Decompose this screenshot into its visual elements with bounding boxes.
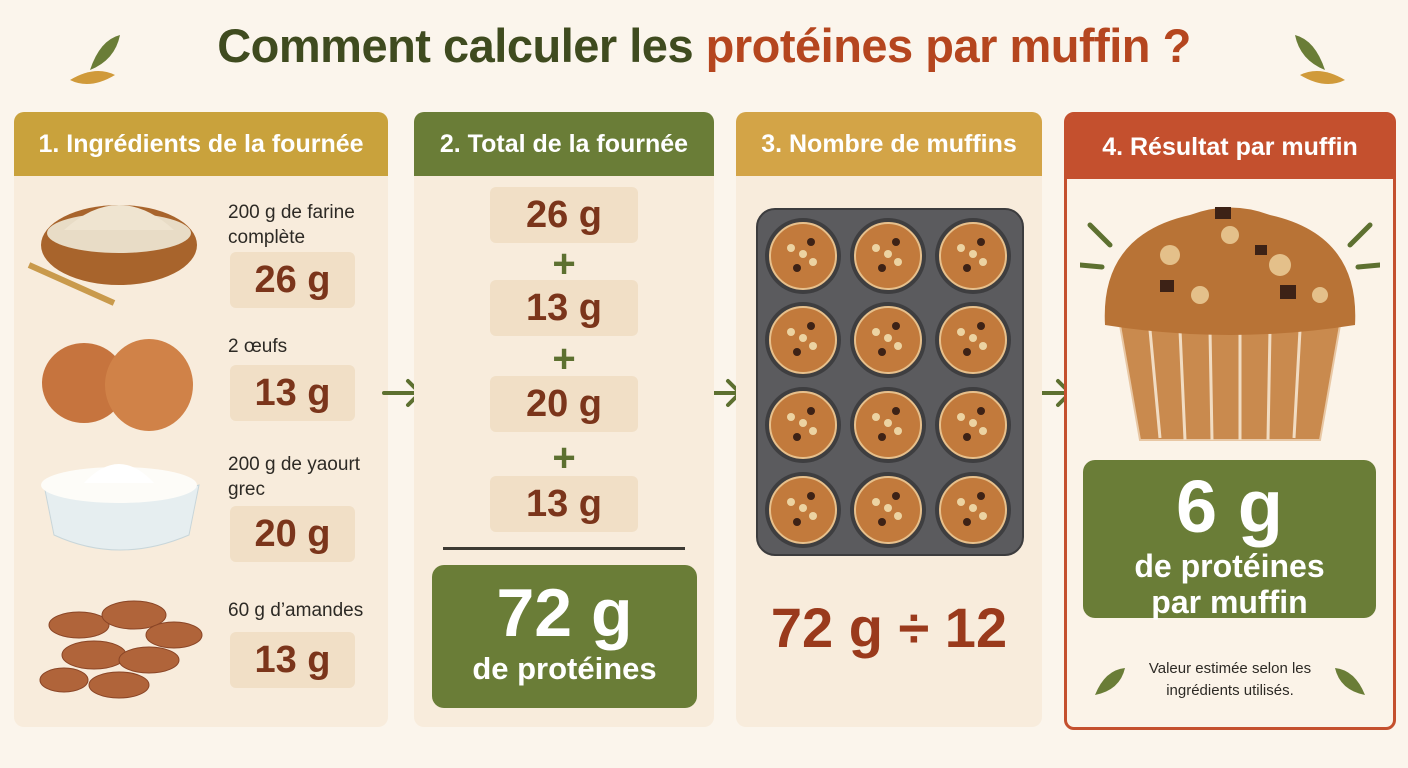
muffin — [787, 498, 795, 506]
muffin — [969, 334, 977, 342]
muffin — [807, 238, 815, 246]
muffin — [872, 498, 880, 506]
total-box: 72 g de protéines — [432, 565, 697, 708]
muffin — [957, 498, 965, 506]
muffin — [963, 518, 971, 526]
protein-value: 20 g — [230, 506, 355, 562]
ingredient-illustrations — [27, 205, 203, 699]
muffin — [977, 322, 985, 330]
muffin — [969, 250, 977, 258]
plus: + — [552, 436, 576, 480]
muffin — [878, 433, 886, 441]
term: 26 g — [490, 187, 638, 243]
result-caption: de protéines par muffin — [1134, 548, 1325, 620]
muffin — [979, 258, 987, 266]
muffin — [969, 419, 977, 427]
muffin — [977, 492, 985, 500]
muffin — [807, 407, 815, 415]
muffin — [793, 433, 801, 441]
leaf-deco — [1095, 668, 1365, 695]
muffin — [878, 348, 886, 356]
title-part: Comment calculer les — [217, 19, 694, 72]
muffin — [793, 518, 801, 526]
muffin — [977, 238, 985, 246]
muffin — [894, 258, 902, 266]
muffin — [807, 322, 815, 330]
muffin — [787, 328, 795, 336]
muffin — [872, 413, 880, 421]
ingredient-label: 2 œufs — [228, 336, 288, 357]
protein-value: 26 g — [230, 252, 355, 308]
ingredient-label: 200 g de farine complète — [228, 202, 355, 248]
muffin — [963, 264, 971, 272]
muffin — [894, 427, 902, 435]
ingredient-label: 200 g de yaourt grec — [228, 454, 361, 500]
muffin — [977, 407, 985, 415]
term: 20 g — [490, 376, 638, 432]
muffin — [878, 518, 886, 526]
total: 72 g — [496, 575, 633, 651]
muffin — [894, 512, 902, 520]
muffin — [872, 328, 880, 336]
term: 13 g — [490, 280, 638, 336]
muffin — [787, 244, 795, 252]
muffin — [894, 342, 902, 350]
protein-value: 13 g — [230, 632, 355, 688]
muffin — [809, 342, 817, 350]
muffin — [809, 512, 817, 520]
muffin — [809, 258, 817, 266]
panel-header: 3. Nombre de muffins — [736, 112, 1042, 176]
plus: + — [552, 337, 576, 381]
total-caption: de protéines — [472, 651, 657, 686]
muffin — [787, 413, 795, 421]
muffin — [799, 419, 807, 427]
muffin — [892, 407, 900, 415]
muffin — [969, 504, 977, 512]
muffin — [793, 264, 801, 272]
result: 6 g — [1176, 465, 1283, 548]
muffin — [979, 342, 987, 350]
muffin — [799, 250, 807, 258]
result-box: 6 g de protéines par muffin — [1083, 460, 1376, 620]
title: Comment calculer les protéines par muffi… — [0, 18, 1408, 73]
muffin — [963, 433, 971, 441]
muffin-illustration — [1080, 207, 1380, 441]
muffin — [872, 244, 880, 252]
muffin — [809, 427, 817, 435]
title-part: protéines par muffin ? — [705, 19, 1192, 72]
ingredient-label: 60 g d’amandes — [228, 600, 364, 621]
muffin — [892, 322, 900, 330]
muffin — [884, 334, 892, 342]
muffin — [793, 348, 801, 356]
muffin — [799, 504, 807, 512]
panel-header: 4. Résultat par muffin — [1067, 115, 1393, 179]
panel-header: 2. Total de la fournée — [414, 112, 714, 176]
plus: + — [552, 242, 576, 286]
muffin — [892, 492, 900, 500]
leaf-deco — [1295, 35, 1345, 84]
note: Valeur estimée selon les ingrédients uti… — [1148, 660, 1312, 699]
muffin — [957, 413, 965, 421]
muffin — [878, 264, 886, 272]
muffin — [884, 419, 892, 427]
protein-value: 13 g — [230, 365, 355, 421]
muffin — [963, 348, 971, 356]
muffin — [884, 250, 892, 258]
muffin — [979, 512, 987, 520]
muffin — [892, 238, 900, 246]
leaf-deco — [70, 35, 120, 84]
muffin — [799, 334, 807, 342]
muffin — [979, 427, 987, 435]
term: 13 g — [490, 476, 638, 532]
muffin-tray — [756, 208, 1024, 556]
sum-line — [443, 547, 685, 550]
muffin — [957, 244, 965, 252]
panel-header: 1. Ingrédients de la fournée — [14, 112, 388, 176]
muffin — [957, 328, 965, 336]
muffin — [884, 504, 892, 512]
formula: 72 g ÷ 12 — [770, 596, 1008, 659]
muffin — [807, 492, 815, 500]
